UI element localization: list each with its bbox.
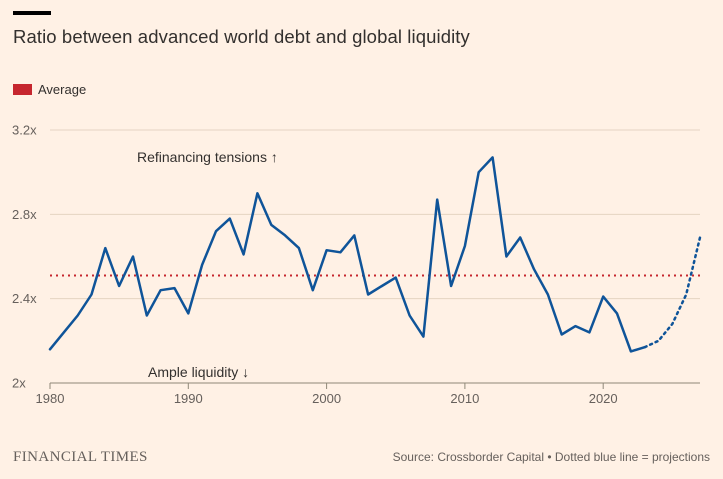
chart-svg: 2x 2.4x 2.8x 3.2x 1980 1990 2000 2010 2020	[12, 123, 702, 406]
series-line-history	[48, 156, 646, 353]
chart-area: 2x 2.4x 2.8x 3.2x 1980 1990 2000 2010 2020 Refin…	[0, 105, 723, 417]
annotation-refinancing-tensions: Refinancing tensions ↑	[137, 149, 278, 165]
annotation-ample-liquidity: Ample liquidity ↓	[148, 364, 250, 380]
x-axis-label: 2010	[450, 391, 479, 406]
average-legend-swatch	[13, 84, 32, 95]
y-axis-label: 3.2x	[12, 123, 37, 138]
legend: Average	[13, 82, 86, 97]
source-note: Source: Crossborder Capital • Dotted blu…	[392, 450, 710, 464]
ft-top-rule	[13, 11, 51, 15]
x-axis-label: 2000	[312, 391, 341, 406]
x-axis-label: 1990	[174, 391, 203, 406]
ft-wordmark: FINANCIAL TIMES	[13, 449, 148, 465]
average-legend-label: Average	[38, 82, 87, 97]
x-axis-label: 1980	[36, 391, 65, 406]
y-axis-label: 2.8x	[12, 207, 37, 222]
series-line-projection	[643, 236, 702, 349]
y-axis-label: 2.4x	[12, 291, 37, 306]
y-axis-label: 2x	[12, 376, 26, 391]
page-title: Ratio between advanced world debt and gl…	[13, 26, 470, 47]
x-axis-label: 2020	[589, 391, 618, 406]
